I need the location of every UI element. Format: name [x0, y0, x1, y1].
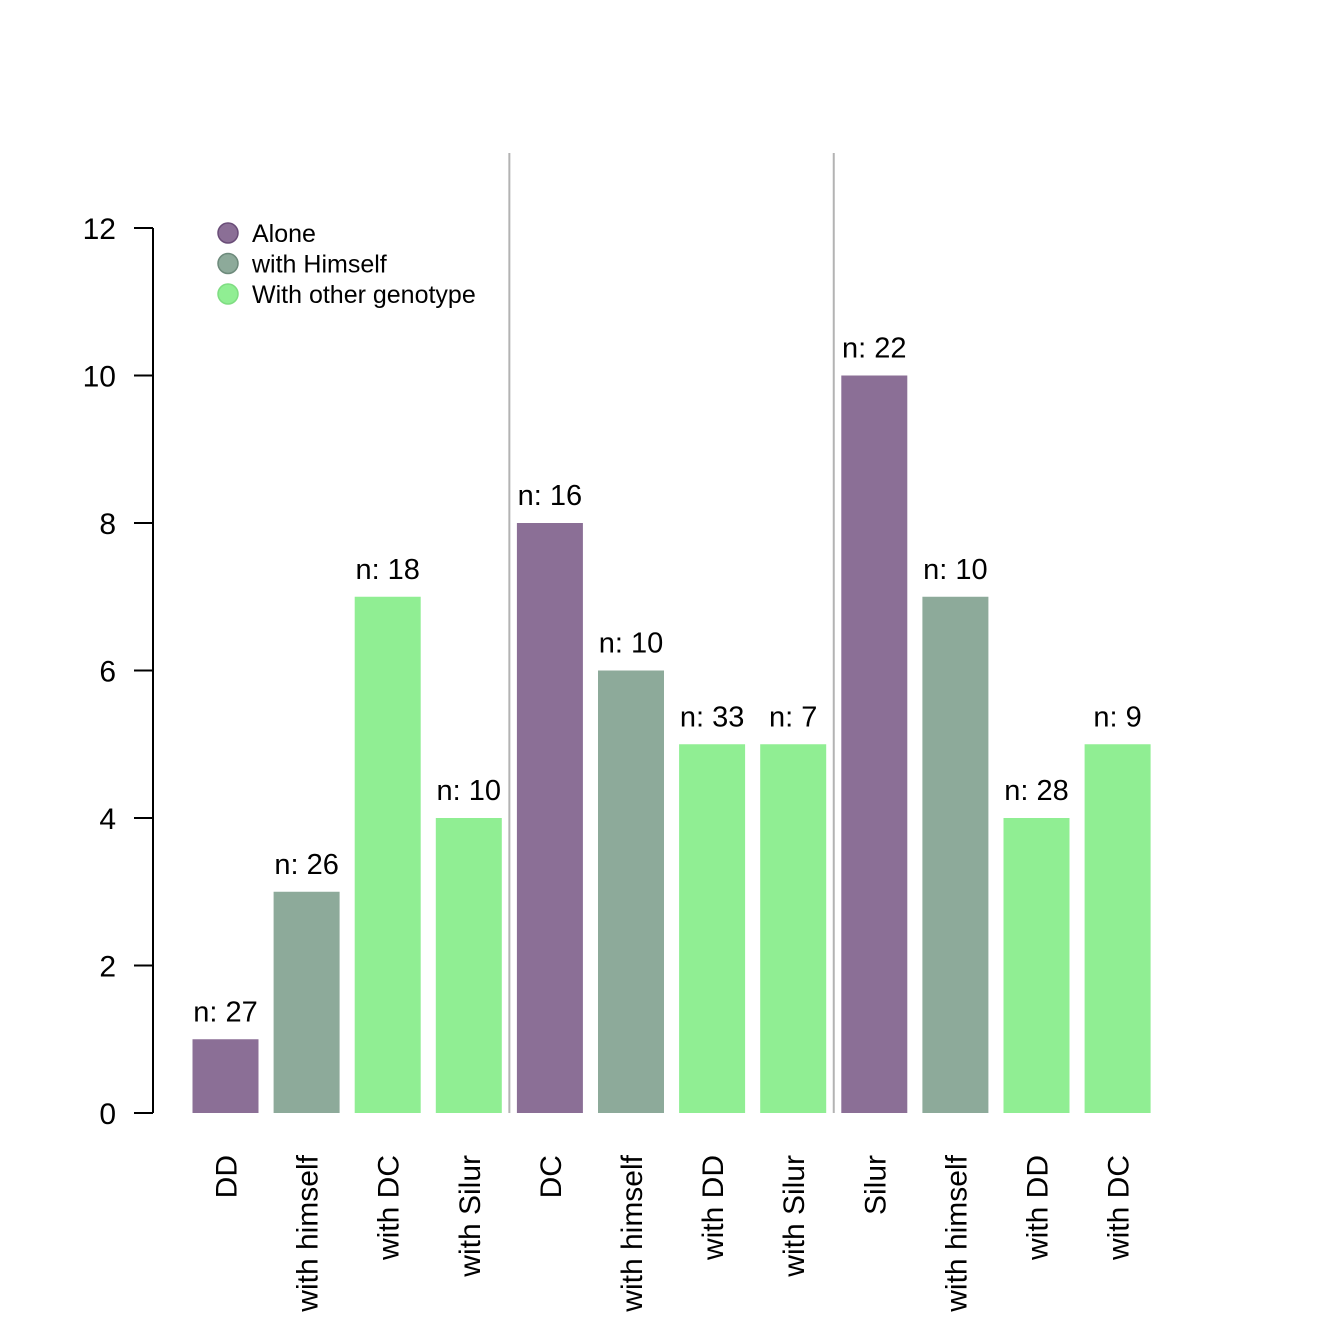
legend-marker-other: [217, 283, 239, 305]
bars: [192, 375, 1151, 1113]
y-tick-label-6: 6: [99, 656, 116, 689]
y-tick-label-2: 2: [99, 951, 116, 984]
bar-10: [922, 596, 989, 1113]
y-tick-label-10: 10: [83, 361, 116, 394]
x-tick-label-8: with Silur: [778, 1155, 811, 1278]
x-tick-label-1: DD: [211, 1155, 244, 1198]
n-label-11: n: 28: [1004, 775, 1069, 807]
legend-label-alone: Alone: [252, 220, 316, 248]
n-label-3: n: 18: [355, 554, 420, 586]
n-label-1: n: 27: [193, 996, 258, 1028]
x-tick-label-4: with Silur: [454, 1155, 487, 1278]
x-tick-label-5: DC: [535, 1155, 568, 1198]
x-tick-labels: DD with himself with DC with Silur DC with hi…: [211, 1154, 1136, 1312]
bar-7: [679, 744, 746, 1113]
n-label-10: n: 10: [923, 554, 988, 586]
bar-8: [760, 744, 827, 1113]
n-label-6: n: 10: [599, 628, 664, 660]
bar-6: [598, 670, 664, 1113]
bar-4: [435, 818, 502, 1113]
legend-label-other: With other genotype: [252, 281, 476, 309]
legend-marker-himself: [217, 252, 239, 275]
x-tick-label-11: with DD: [1022, 1155, 1055, 1261]
n-label-9: n: 22: [842, 333, 907, 365]
x-tick-label-6: with himself: [616, 1154, 649, 1312]
y-tick-label-12: 12: [83, 213, 116, 246]
n-label-12: n: 9: [1093, 701, 1141, 733]
legend-marker-alone: [217, 222, 239, 244]
n-label-5: n: 16: [518, 480, 583, 512]
x-tick-label-2: with himself: [292, 1154, 325, 1312]
x-tick-label-3: with DC: [373, 1155, 406, 1261]
n-label-7: n: 33: [680, 701, 745, 733]
n-label-2: n: 26: [274, 849, 339, 881]
n-label-4: n: 10: [437, 775, 502, 807]
bar-12: [1084, 744, 1151, 1113]
x-tick-label-7: with DD: [697, 1155, 730, 1261]
group-separators: [508, 153, 835, 1113]
bar-9: [841, 375, 908, 1113]
y-axis: 0 2 4 6 8 10 12: [83, 213, 154, 1131]
bar-11: [1003, 818, 1070, 1113]
bar-2: [273, 891, 340, 1113]
y-tick-label-0: 0: [99, 1098, 116, 1131]
bar-1: [192, 1039, 259, 1113]
n-labels: n: 27 n: 26 n: 18 n: 10 n: 16 n: 10 n: 33 n: 7 n…: [193, 333, 1142, 1029]
y-tick-label-4: 4: [99, 803, 116, 836]
x-tick-label-9: Silur: [859, 1155, 892, 1215]
bar-5: [516, 523, 583, 1113]
n-label-8: n: 7: [769, 701, 817, 733]
y-tick-label-8: 8: [99, 508, 116, 541]
x-tick-label-12: with DC: [1103, 1155, 1136, 1261]
legend-label-himself: with Himself: [251, 251, 387, 279]
bar-3: [354, 596, 421, 1113]
x-tick-label-10: with himself: [940, 1154, 973, 1312]
